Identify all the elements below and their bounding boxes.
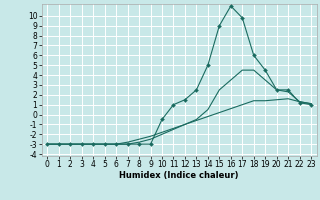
X-axis label: Humidex (Indice chaleur): Humidex (Indice chaleur) xyxy=(119,171,239,180)
